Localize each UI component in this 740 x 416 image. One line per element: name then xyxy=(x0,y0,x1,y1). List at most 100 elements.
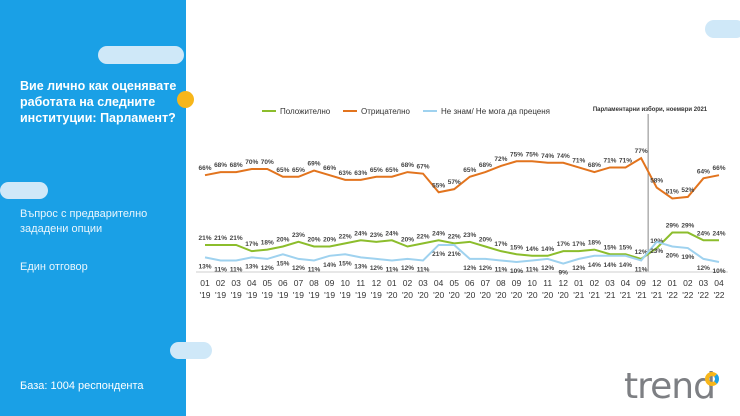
data-label-s1-33: 66% xyxy=(712,165,725,172)
x-tick-year-33: '22 xyxy=(713,290,724,300)
data-label-s0-7: 20% xyxy=(308,237,321,244)
data-label-s2-15: 21% xyxy=(432,251,445,258)
data-label-s0-2: 21% xyxy=(230,235,243,242)
data-label-s2-2: 11% xyxy=(230,266,243,273)
data-label-s0-15: 24% xyxy=(432,230,445,237)
x-tick-year-22: '20 xyxy=(542,290,553,300)
x-tick-month-1: 02 xyxy=(216,278,226,288)
data-label-s0-8: 20% xyxy=(323,237,336,244)
decor-pill-right xyxy=(705,20,740,38)
x-tick-month-5: 06 xyxy=(278,278,288,288)
data-label-s1-11: 65% xyxy=(370,167,383,174)
data-label-s2-32: 12% xyxy=(697,265,710,272)
x-tick-month-26: 03 xyxy=(605,278,615,288)
data-label-s2-6: 12% xyxy=(292,265,305,272)
x-tick-year-14: '20 xyxy=(418,290,429,300)
data-label-s0-1: 21% xyxy=(214,235,227,242)
data-label-s1-25: 68% xyxy=(588,162,601,169)
data-label-s0-17: 23% xyxy=(463,232,476,239)
data-label-s1-23: 74% xyxy=(557,153,570,160)
x-tick-month-20: 09 xyxy=(512,278,522,288)
data-label-s1-21: 75% xyxy=(526,151,539,158)
data-label-s2-17: 12% xyxy=(463,265,476,272)
data-label-s2-11: 12% xyxy=(370,265,383,272)
data-label-s2-31: 19% xyxy=(681,254,694,261)
x-tick-month-0: 01 xyxy=(200,278,210,288)
data-label-s0-23: 17% xyxy=(557,241,570,248)
x-tick-year-28: '21 xyxy=(636,290,647,300)
x-tick-month-23: 12 xyxy=(559,278,569,288)
x-tick-year-19: '20 xyxy=(495,290,506,300)
x-tick-month-32: 03 xyxy=(699,278,709,288)
x-tick-month-27: 04 xyxy=(621,278,631,288)
x-tick-year-3: '19 xyxy=(246,290,257,300)
data-label-s1-9: 63% xyxy=(339,170,352,177)
x-tick-year-26: '21 xyxy=(604,290,615,300)
legend-label-2: Не знам/ Не мога да преценя xyxy=(441,107,550,116)
question-title: Вие лично как оценявате работата на след… xyxy=(20,79,177,125)
data-label-s2-14: 11% xyxy=(417,266,430,273)
data-label-s1-13: 68% xyxy=(401,162,414,169)
x-tick-month-10: 11 xyxy=(356,278,365,288)
data-label-s1-20: 75% xyxy=(510,151,523,158)
x-tick-year-32: '22 xyxy=(698,290,709,300)
x-tick-year-15: '20 xyxy=(433,290,444,300)
x-tick-year-10: '19 xyxy=(355,290,366,300)
x-tick-year-16: '20 xyxy=(449,290,460,300)
x-tick-month-21: 10 xyxy=(527,278,537,288)
x-tick-year-0: '19 xyxy=(199,290,210,300)
data-label-s0-4: 18% xyxy=(261,240,274,247)
x-tick-month-18: 07 xyxy=(481,278,491,288)
data-label-s0-13: 20% xyxy=(401,237,414,244)
data-label-s2-0: 13% xyxy=(198,263,211,270)
data-label-s1-2: 68% xyxy=(230,162,243,169)
series-line-1 xyxy=(204,156,720,200)
data-label-s1-14: 67% xyxy=(417,164,430,171)
data-label-s1-31: 52% xyxy=(681,187,694,194)
logo-ring-icon xyxy=(705,372,719,386)
x-tick-year-1: '19 xyxy=(215,290,226,300)
data-label-s1-19: 72% xyxy=(494,156,507,163)
data-label-s1-15: 55% xyxy=(432,182,445,189)
x-tick-month-13: 02 xyxy=(403,278,413,288)
x-tick-month-9: 10 xyxy=(340,278,350,288)
x-tick-year-13: '20 xyxy=(402,290,413,300)
data-label-s2-3: 13% xyxy=(245,263,258,270)
data-label-s2-21: 11% xyxy=(526,266,539,273)
data-label-s0-31: 29% xyxy=(681,223,694,230)
x-tick-year-23: '20 xyxy=(558,290,569,300)
decor-pill-mid xyxy=(0,182,48,199)
x-tick-month-28: 09 xyxy=(636,278,646,288)
x-tick-month-14: 03 xyxy=(418,278,428,288)
x-tick-year-29: '21 xyxy=(651,290,662,300)
x-tick-month-24: 01 xyxy=(574,278,584,288)
data-label-s2-10: 13% xyxy=(354,263,367,270)
data-label-s2-30: 20% xyxy=(666,253,679,260)
trend-logo: trend xyxy=(624,366,716,407)
x-tick-month-2: 03 xyxy=(231,278,241,288)
data-label-s1-30: 51% xyxy=(666,188,679,195)
data-label-s2-33: 10% xyxy=(712,268,725,275)
data-label-s0-32: 24% xyxy=(697,230,710,237)
data-label-s2-28: 11% xyxy=(635,266,648,273)
data-label-s2-16: 21% xyxy=(448,251,461,258)
data-label-s0-6: 23% xyxy=(292,232,305,239)
question-type-note: Въпрос с предварително зададени опции xyxy=(20,208,148,235)
data-label-s1-4: 70% xyxy=(261,159,274,166)
data-label-s1-0: 66% xyxy=(198,165,211,172)
data-label-s1-29: 58% xyxy=(650,178,663,185)
data-label-s0-12: 24% xyxy=(385,230,398,237)
data-label-s1-8: 66% xyxy=(323,165,336,172)
x-tick-year-6: '19 xyxy=(293,290,304,300)
data-label-s2-26: 14% xyxy=(603,262,616,269)
x-tick-month-3: 04 xyxy=(247,278,257,288)
data-label-s1-18: 68% xyxy=(479,162,492,169)
x-tick-month-16: 05 xyxy=(449,278,459,288)
x-tick-year-21: '20 xyxy=(527,290,538,300)
x-tick-year-2: '19 xyxy=(231,290,242,300)
data-label-s0-20: 15% xyxy=(510,244,523,251)
series-line-0 xyxy=(205,231,719,260)
data-label-s0-11: 23% xyxy=(370,232,383,239)
x-tick-month-17: 06 xyxy=(465,278,475,288)
